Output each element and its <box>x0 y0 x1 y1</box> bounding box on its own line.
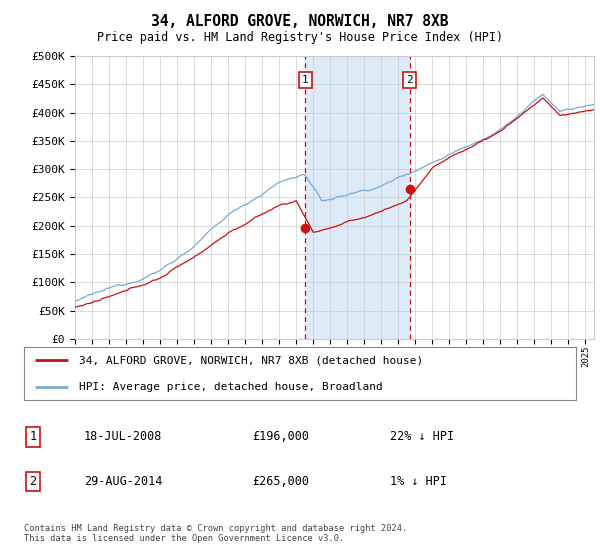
Text: 1: 1 <box>29 430 37 444</box>
Text: Contains HM Land Registry data © Crown copyright and database right 2024.
This d: Contains HM Land Registry data © Crown c… <box>24 524 407 543</box>
Text: 2: 2 <box>29 475 37 488</box>
Text: 29-AUG-2014: 29-AUG-2014 <box>84 475 163 488</box>
Text: 34, ALFORD GROVE, NORWICH, NR7 8XB: 34, ALFORD GROVE, NORWICH, NR7 8XB <box>151 14 449 29</box>
Text: 1% ↓ HPI: 1% ↓ HPI <box>390 475 447 488</box>
Text: 22% ↓ HPI: 22% ↓ HPI <box>390 430 454 444</box>
Text: Price paid vs. HM Land Registry's House Price Index (HPI): Price paid vs. HM Land Registry's House … <box>97 31 503 44</box>
Text: 18-JUL-2008: 18-JUL-2008 <box>84 430 163 444</box>
Text: 34, ALFORD GROVE, NORWICH, NR7 8XB (detached house): 34, ALFORD GROVE, NORWICH, NR7 8XB (deta… <box>79 356 424 366</box>
Text: £196,000: £196,000 <box>252 430 309 444</box>
Text: 2: 2 <box>406 74 413 85</box>
Bar <box>305 56 410 339</box>
Text: HPI: Average price, detached house, Broadland: HPI: Average price, detached house, Broa… <box>79 382 383 392</box>
Text: £265,000: £265,000 <box>252 475 309 488</box>
Text: 1: 1 <box>302 74 309 85</box>
